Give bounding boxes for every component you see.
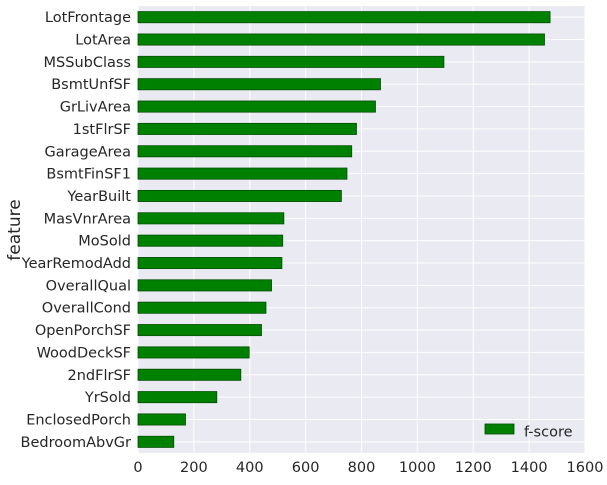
bar-WoodDeckSF xyxy=(137,346,250,359)
y-tick-label: BsmtUnfSF xyxy=(51,77,131,93)
bar-YearBuilt xyxy=(137,189,342,202)
x-tick-labels: 0 200 400 600 800 1000 1200 1400 1600 xyxy=(133,460,603,476)
y-tick-label: OverallQual xyxy=(46,278,131,294)
x-tick-label: 1400 xyxy=(511,460,548,476)
bars xyxy=(137,11,551,448)
bar-1stFlrSF xyxy=(137,122,357,135)
bar-LotFrontage xyxy=(137,11,551,24)
legend-swatch xyxy=(484,423,515,435)
bar-MSSubClass xyxy=(137,55,445,68)
y-tick-label: OpenPorchSF xyxy=(35,323,131,339)
y-tick-label: BedroomAbvGr xyxy=(21,435,132,451)
bar-MasVnrArea xyxy=(137,212,285,225)
y-tick-label: MoSold xyxy=(78,234,131,250)
x-tick-label: 400 xyxy=(236,460,264,476)
y-tick-label: 1stFlrSF xyxy=(73,122,131,138)
y-tick-label: YearBuilt xyxy=(66,189,131,205)
bar-LotArea xyxy=(137,33,545,46)
bar-BsmtUnfSF xyxy=(137,78,381,91)
y-axis-label: feature xyxy=(5,199,25,260)
bar-YearRemodAdd xyxy=(137,257,283,270)
y-tick-label: YrSold xyxy=(84,390,131,406)
legend: f-score xyxy=(484,423,573,441)
y-tick-label: YearRemodAdd xyxy=(21,256,131,272)
x-tick-label: 0 xyxy=(133,460,142,476)
bar-EnclosedPorch xyxy=(137,413,186,426)
x-tick-label: 800 xyxy=(348,460,376,476)
y-tick-label: LotArea xyxy=(75,33,131,49)
bar-OverallQual xyxy=(137,279,272,292)
y-tick-labels: LotFrontage LotArea MSSubClass BsmtUnfSF GrL… xyxy=(21,10,132,451)
y-tick-label: BsmtFinSF1 xyxy=(46,167,131,183)
bar-OpenPorchSF xyxy=(137,324,262,337)
y-tick-label: OverallCond xyxy=(42,301,131,317)
x-tick-label: 600 xyxy=(292,460,320,476)
bar-2ndFlrSF xyxy=(137,368,242,381)
bar-YrSold xyxy=(137,391,218,404)
y-tick-label: WoodDeckSF xyxy=(37,345,131,361)
y-tick-label: EnclosedPorch xyxy=(26,412,131,428)
y-tick-label: 2ndFlrSF xyxy=(68,368,132,384)
y-tick-label: GarageArea xyxy=(45,144,131,160)
bar-GrLivArea xyxy=(137,100,376,113)
bar-OverallCond xyxy=(137,301,267,314)
x-tick-label: 1600 xyxy=(567,460,604,476)
y-tick-label: MSSubClass xyxy=(44,55,131,71)
y-tick-label: MasVnrArea xyxy=(44,211,131,227)
bar-BedroomAbvGr xyxy=(137,435,175,448)
x-tick-label: 200 xyxy=(180,460,208,476)
y-tick-label: LotFrontage xyxy=(45,10,131,26)
x-tick-label: 1000 xyxy=(399,460,436,476)
y-tick-label: GrLivArea xyxy=(60,100,131,116)
bar-GarageArea xyxy=(137,145,353,158)
bar-BsmtFinSF1 xyxy=(137,167,348,180)
bar-MoSold xyxy=(137,234,284,247)
x-tick-label: 1200 xyxy=(455,460,492,476)
legend-label: f-score xyxy=(524,425,573,441)
